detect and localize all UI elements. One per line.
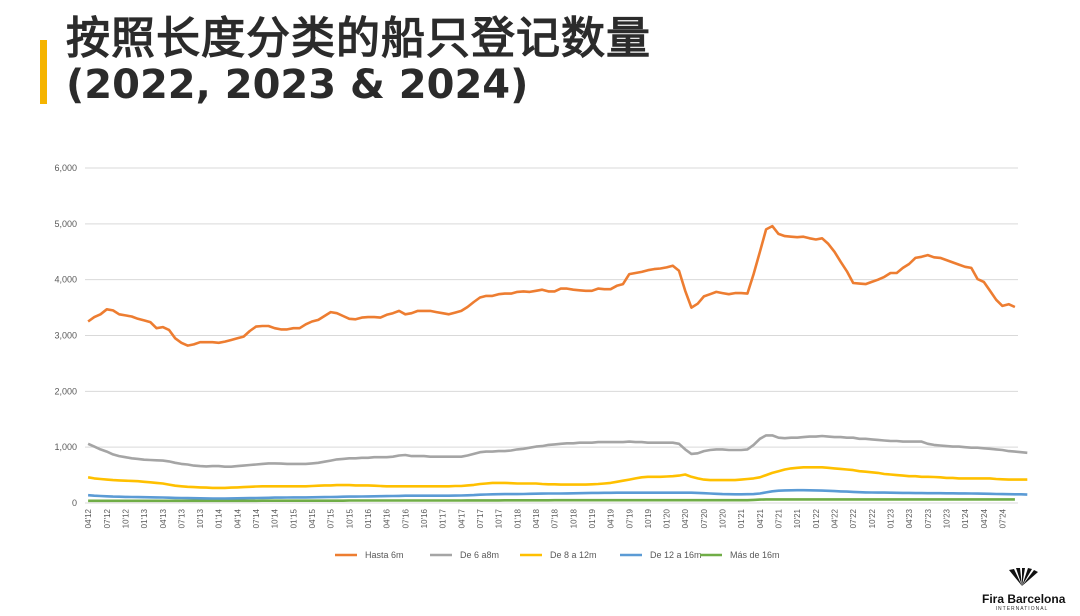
x-tick-label: 07'12: [103, 508, 112, 528]
x-tick-label: 10'18: [569, 508, 578, 528]
x-tick-label: 01'17: [439, 508, 448, 528]
x-tick-label: 10'14: [271, 508, 280, 528]
x-tick-label: 04'16: [383, 508, 392, 528]
fira-barcelona-logo: Fira Barcelona INTERNATIONAL: [982, 568, 1066, 612]
legend-label: De 12 a 16m: [650, 550, 702, 560]
y-tick-label: 4,000: [54, 275, 77, 285]
x-tick-label: 10'23: [942, 508, 951, 528]
x-tick-label: 04'15: [308, 508, 317, 528]
y-tick-label: 6,000: [54, 163, 77, 173]
legend-label: Más de 16m: [730, 550, 780, 560]
x-tick-label: 10'20: [719, 508, 728, 528]
y-tick-label: 2,000: [54, 386, 77, 396]
x-tick-label: 07'21: [775, 508, 784, 528]
x-tick-label: 01'14: [215, 508, 224, 528]
x-tick-label: 04'14: [233, 508, 242, 528]
x-tick-label: 07'15: [327, 508, 336, 528]
x-tick-label: 07'19: [625, 508, 634, 528]
x-tick-label: 10'22: [868, 508, 877, 528]
x-tick-label: 01'18: [513, 508, 522, 528]
x-tick-label: 04'12: [84, 508, 93, 528]
x-tick-label: 01'20: [663, 508, 672, 528]
x-tick-label: 10'16: [420, 508, 429, 528]
x-tick-label: 04'21: [756, 508, 765, 528]
x-tick-label: 04'24: [980, 508, 989, 528]
x-tick-label: 07'22: [849, 508, 858, 528]
x-tick-label: 07'23: [924, 508, 933, 528]
x-tick-label: 04'22: [831, 508, 840, 528]
x-tick-label: 01'22: [812, 508, 821, 528]
x-tick-label: 04'17: [457, 508, 466, 528]
y-tick-label: 0: [72, 498, 77, 508]
logo-brand-text: Fira Barcelona: [982, 592, 1066, 606]
series-line-m-s-de-16m: [88, 498, 1015, 503]
x-tick-label: 10'17: [495, 508, 504, 528]
x-tick-label: 01'21: [737, 508, 746, 528]
series-line-de-8-a-12m: [87, 465, 1028, 490]
x-tick-label: 01'13: [140, 508, 149, 528]
series-line-hasta-6m: [87, 224, 1016, 347]
x-tick-label: 07'13: [177, 508, 186, 528]
x-tick-label: 07'20: [700, 508, 709, 528]
fan-logo-icon: [1009, 568, 1038, 586]
x-tick-label: 04'20: [681, 508, 690, 528]
y-tick-label: 5,000: [54, 219, 77, 229]
x-tick-label: 10'12: [121, 508, 130, 528]
x-tick-label: 01'23: [886, 508, 895, 528]
x-tick-label: 01'16: [364, 508, 373, 528]
legend-label: De 6 a8m: [460, 550, 499, 560]
x-tick-label: 07'17: [476, 508, 485, 528]
x-tick-label: 01'15: [289, 508, 298, 528]
legend-label: De 8 a 12m: [550, 550, 597, 560]
y-tick-label: 3,000: [54, 331, 77, 341]
series-line-de-12-a-16m: [87, 488, 1028, 500]
page-title: 按照长度分类的船只登记数量 (2022, 2023 & 2024): [66, 14, 651, 108]
title-line-1: 按照长度分类的船只登记数量: [66, 13, 651, 64]
x-tick-label: 07'24: [998, 508, 1007, 528]
logo-sub-text: INTERNATIONAL: [995, 606, 1049, 612]
x-tick-label: 07'14: [252, 508, 261, 528]
x-tick-label: 04'18: [532, 508, 541, 528]
x-tick-label: 10'21: [793, 508, 802, 528]
x-tick-label: 10'15: [345, 508, 354, 528]
x-tick-label: 10'19: [644, 508, 653, 528]
x-tick-label: 04'23: [905, 508, 914, 528]
x-tick-label: 01'19: [588, 508, 597, 528]
x-tick-label: 10'13: [196, 508, 205, 528]
x-tick-label: 07'18: [551, 508, 560, 528]
x-tick-label: 04'13: [159, 508, 168, 528]
legend-label: Hasta 6m: [365, 550, 404, 560]
title-accent-bar: [40, 40, 47, 104]
title-line-2: (2022, 2023 & 2024): [66, 62, 529, 109]
series-line-de-6-a8m: [87, 434, 1028, 469]
y-tick-label: 1,000: [54, 442, 77, 452]
x-tick-label: 01'24: [961, 508, 970, 528]
x-tick-label: 04'19: [607, 508, 616, 528]
x-tick-label: 07'16: [401, 508, 410, 528]
